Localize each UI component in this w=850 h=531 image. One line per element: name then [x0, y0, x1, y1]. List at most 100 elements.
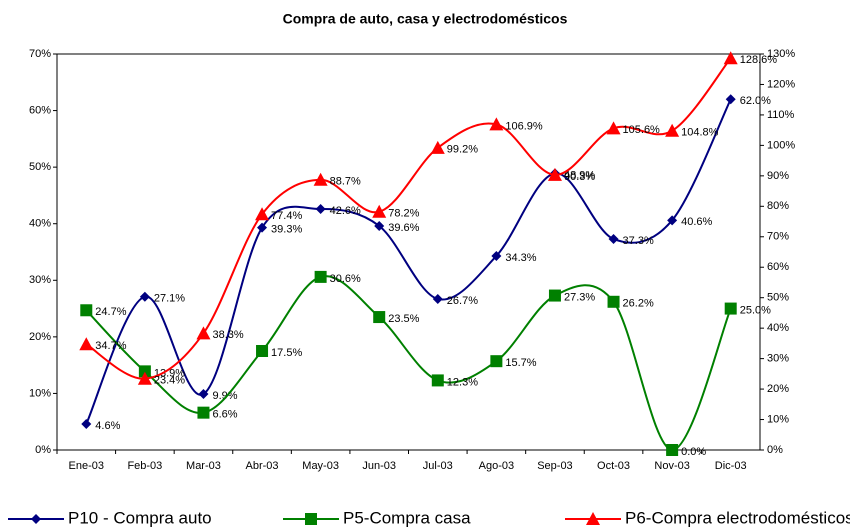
x-tick-label: Jul-03 — [423, 460, 453, 472]
y-tick-label: 50% — [29, 161, 51, 173]
y2-tick-label: 110% — [767, 109, 795, 121]
data-label: 38.3% — [212, 329, 243, 341]
data-point — [489, 117, 504, 131]
data-label: 23.4% — [154, 375, 185, 387]
y2-tick-label: 80% — [767, 200, 789, 212]
data-point — [197, 406, 210, 419]
data-label: 0.0% — [681, 446, 706, 458]
data-point — [374, 220, 385, 231]
data-label: 30.6% — [330, 273, 361, 285]
data-label: 40.6% — [681, 216, 712, 228]
y2-tick-label: 0% — [767, 444, 783, 456]
data-label: 26.2% — [623, 298, 654, 310]
data-label: 88.7% — [330, 176, 361, 188]
y2-tick-label: 40% — [767, 322, 789, 334]
x-tick-label: Dic-03 — [715, 460, 747, 472]
data-point — [373, 311, 386, 324]
y2-tick-label: 120% — [767, 78, 795, 90]
data-label: 39.3% — [271, 224, 302, 236]
y-tick-label: 10% — [29, 387, 51, 399]
y2-tick-label: 100% — [767, 139, 795, 151]
data-point — [547, 167, 562, 181]
data-label: 27.3% — [564, 291, 595, 303]
legend-marker — [305, 513, 317, 525]
legend-marker — [31, 514, 41, 524]
y-tick-label: 30% — [29, 274, 51, 286]
data-point — [607, 295, 620, 308]
x-tick-label: Sep-03 — [537, 460, 572, 472]
legend-label: P6-Compra electrodomésticos — [625, 508, 850, 527]
data-point — [255, 207, 270, 221]
data-point — [313, 172, 328, 186]
data-label: 39.6% — [388, 222, 419, 234]
data-label: 6.6% — [212, 409, 237, 421]
data-point — [725, 94, 736, 105]
data-label: 106.9% — [505, 120, 543, 132]
data-label: 62.0% — [740, 95, 771, 107]
x-tick-label: Ago-03 — [479, 460, 514, 472]
data-point — [256, 345, 269, 357]
data-label: 48.9% — [564, 169, 595, 181]
data-point — [80, 304, 93, 317]
data-point — [491, 250, 502, 261]
data-point — [138, 365, 151, 378]
data-label: 42.6% — [330, 205, 361, 217]
data-point — [666, 444, 679, 456]
data-point — [430, 140, 445, 154]
data-point — [548, 289, 561, 302]
data-point — [606, 121, 621, 135]
y2-tick-label: 50% — [767, 292, 789, 304]
data-label: 77.4% — [271, 210, 302, 222]
legend-label: P5-Compra casa — [343, 508, 471, 527]
data-point — [667, 215, 678, 226]
data-label: 17.5% — [271, 347, 302, 359]
chart-title: Compra de auto, casa y electrodomésticos — [283, 11, 568, 27]
data-point — [137, 371, 152, 385]
data-label: 23.5% — [388, 313, 419, 325]
data-label: 34.3% — [505, 252, 536, 264]
y-tick-label: 40% — [29, 218, 51, 230]
x-tick-label: Abr-03 — [246, 460, 279, 472]
x-tick-label: Nov-03 — [654, 460, 689, 472]
data-label: 37.3% — [623, 235, 654, 247]
data-point — [432, 293, 443, 304]
data-label: 15.7% — [505, 357, 536, 369]
data-point — [372, 204, 387, 218]
y2-tick-label: 20% — [767, 383, 789, 395]
data-label: 4.6% — [95, 420, 120, 432]
data-label: 27.1% — [154, 293, 185, 305]
data-label: 99.2% — [447, 144, 478, 156]
data-point — [431, 374, 444, 387]
x-tick-label: Feb-03 — [127, 460, 162, 472]
legend-label: P10 - Compra auto — [68, 508, 212, 527]
data-point — [724, 302, 737, 315]
data-label: 25.0% — [740, 304, 771, 316]
data-label: 78.2% — [388, 208, 419, 220]
data-point — [81, 418, 92, 429]
data-label: 105.6% — [623, 124, 661, 136]
data-point — [314, 270, 327, 283]
data-label: 12.3% — [447, 376, 478, 388]
legend-marker — [586, 512, 600, 525]
data-point — [196, 326, 211, 340]
data-point — [139, 291, 150, 302]
data-label: 34.7% — [95, 340, 126, 352]
x-tick-label: Mar-03 — [186, 460, 221, 472]
data-point — [608, 233, 619, 244]
data-label: 90.3% — [564, 171, 595, 183]
data-label: 24.7% — [95, 306, 126, 318]
x-tick-label: May-03 — [302, 460, 339, 472]
data-label: 9.9% — [212, 390, 237, 402]
data-label: 13.9% — [154, 367, 185, 379]
x-tick-label: Oct-03 — [597, 460, 630, 472]
y-tick-label: 70% — [29, 48, 51, 60]
data-label: 104.8% — [681, 127, 719, 139]
data-point — [198, 388, 209, 399]
y2-tick-label: 60% — [767, 261, 789, 273]
data-point — [723, 51, 738, 65]
y2-tick-label: 130% — [767, 48, 795, 60]
y-tick-label: 0% — [35, 444, 51, 456]
data-point — [257, 222, 268, 233]
